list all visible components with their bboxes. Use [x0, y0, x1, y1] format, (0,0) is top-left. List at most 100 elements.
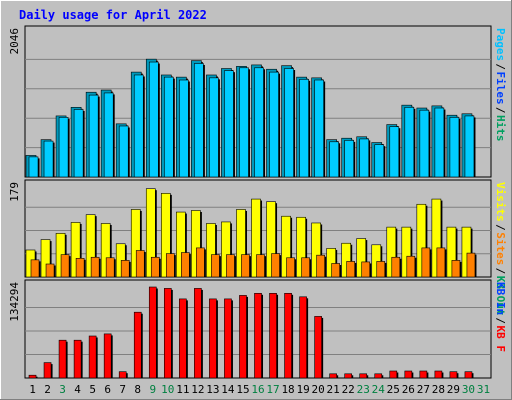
x-tick-label: 29 [447, 383, 460, 396]
bar-visits [401, 226, 412, 278]
bar-sites [135, 250, 145, 278]
bar-sites [196, 247, 205, 278]
bar-pages [88, 94, 99, 178]
bar-kb [43, 362, 52, 379]
bar-kb [434, 370, 443, 379]
x-tick-label: 16 [251, 383, 264, 396]
bar-kb [194, 288, 202, 379]
x-tick-label: 25 [387, 383, 400, 396]
bar-sites [421, 247, 431, 278]
bar-visits [40, 239, 51, 278]
bar-sites [60, 254, 70, 278]
x-tick-label: 30 [462, 383, 475, 396]
bar-visits [416, 203, 427, 278]
bar-kb [239, 295, 247, 379]
bar-visits [70, 222, 81, 278]
bar-pages [194, 63, 204, 178]
bar-pages [239, 67, 249, 178]
x-tick-label: 13 [206, 383, 219, 396]
bar-kb [163, 288, 172, 379]
bar-kb [73, 339, 82, 379]
bar-kb [254, 293, 262, 379]
bar-kb [359, 373, 368, 379]
bar-pages [133, 74, 144, 178]
bar-sites [376, 261, 386, 278]
x-tick-label: 4 [74, 383, 81, 396]
bar-pages [209, 77, 219, 178]
x-tick-label: 24 [372, 383, 386, 396]
bar-pages [73, 109, 84, 178]
bar-pages [314, 79, 324, 178]
bar-sites [241, 254, 250, 278]
bar-pages [299, 78, 309, 178]
legend-entry: Files [494, 72, 507, 105]
bar-sites [165, 253, 175, 278]
bar-sites [120, 260, 130, 278]
x-tick-label: 2 [44, 383, 51, 396]
bar-visits [461, 226, 472, 278]
bar-pages [404, 107, 415, 178]
bar-sites [75, 257, 85, 278]
bar-sites [30, 259, 40, 278]
bar-pages [329, 141, 339, 178]
legend-entry: Sites [494, 232, 507, 265]
bar-pages [179, 79, 189, 178]
x-tick-label: 7 [119, 383, 126, 396]
bar-pages [374, 144, 385, 178]
legend-entry: Visits [494, 182, 507, 222]
bar-pages [449, 117, 460, 178]
bar-kb [389, 370, 398, 379]
bar-sites [451, 260, 461, 278]
bar-visits [386, 226, 397, 278]
bar-kb [419, 370, 428, 379]
bar-kb [209, 298, 217, 379]
legend-separator: / [494, 64, 507, 71]
bar-visits [356, 238, 367, 278]
bar-kb [404, 370, 413, 379]
bar-visits [206, 223, 216, 278]
bar-pages [464, 115, 475, 178]
bar-visits [326, 248, 336, 278]
bar-sites [301, 257, 310, 278]
x-tick-label: 10 [161, 383, 174, 396]
x-tick-label: 3 [59, 383, 66, 396]
bar-sites [90, 256, 100, 278]
bar-pages [344, 140, 355, 178]
bar-sites [331, 263, 340, 278]
bar-visits [130, 209, 141, 278]
legend-entry: KB Out [494, 276, 507, 316]
bar-kb [58, 339, 67, 379]
y-max-tick-label: 179 [8, 182, 21, 202]
bar-kb [88, 335, 97, 379]
x-tick-label: 12 [191, 383, 204, 396]
bar-kb [314, 316, 322, 379]
legend-separator: / [494, 268, 507, 275]
x-tick-label: 31 [477, 383, 490, 396]
bar-sites [226, 254, 235, 278]
x-tick-label: 19 [296, 383, 309, 396]
x-tick-label: 23 [357, 383, 370, 396]
bar-kb [344, 373, 353, 379]
bar-pages [163, 76, 174, 178]
bar-visits [221, 221, 231, 278]
x-axis-labels: 1 2 3 4 5 6 7 8 9 10 11 12 13 14 15 16 17 18 19 20 21 22 23 24 2… [29, 383, 490, 396]
bar-visits [296, 216, 306, 278]
x-tick-label: 9 [149, 383, 156, 396]
bar-kb [269, 293, 277, 379]
bar-pages [359, 138, 370, 178]
legend: Visits/Sites/KB Out [494, 182, 507, 315]
x-tick-label: 22 [342, 383, 355, 396]
bar-sites [150, 256, 160, 278]
legend-entry: Hits [494, 115, 507, 142]
bar-visits [100, 223, 111, 278]
bar-kb [284, 293, 292, 379]
legend: Pages/Files/Hits [494, 28, 507, 142]
bar-kb [133, 311, 142, 379]
x-tick-label: 26 [402, 383, 415, 396]
legend-separator: / [494, 107, 507, 114]
bar-visits [431, 198, 442, 278]
bar-pages [419, 109, 430, 178]
bar-kb [449, 371, 458, 379]
